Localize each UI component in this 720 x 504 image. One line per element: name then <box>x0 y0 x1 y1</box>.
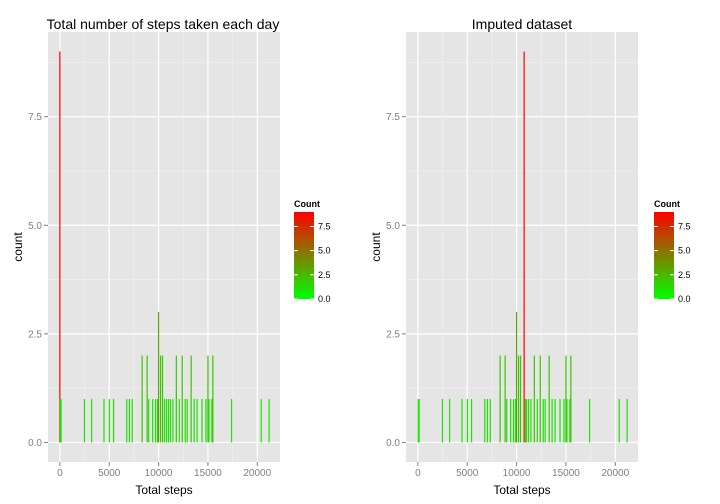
legend-tick-label: 7.5 <box>678 222 691 232</box>
x-tick-label: 15000 <box>194 468 222 479</box>
plot-title-left: Total number of steps taken each day <box>47 16 280 32</box>
bars-right <box>417 51 628 443</box>
legend-colorbar-right <box>654 212 674 299</box>
legend-ticks-left: 0.0 2.5 5.0 7.5 <box>294 222 331 304</box>
y-axis-title-right: count <box>369 232 383 262</box>
legend-left: Count 0.0 2.5 5.0 7.5 <box>294 199 331 304</box>
legend-tick-label: 2.5 <box>678 270 691 280</box>
legend-tick-label: 0.0 <box>318 294 331 304</box>
legend-tick-label: 7.5 <box>318 222 331 232</box>
y-tick-label: 7.5 <box>28 112 42 123</box>
x-axis-title-right: Total steps <box>493 483 550 497</box>
legend-right: Count 0.0 2.5 5.0 7.5 <box>654 199 691 304</box>
legend-tick-label: 2.5 <box>318 270 331 280</box>
y-tick-labels-left: 0.0 2.5 5.0 7.5 <box>28 112 48 449</box>
y-tick-label: 0.0 <box>28 438 42 449</box>
legend-ticks-right: 0.0 2.5 5.0 7.5 <box>654 222 691 304</box>
y-tick-label: 5.0 <box>28 221 42 232</box>
plot-background-right <box>406 32 638 462</box>
legend-tick-label: 5.0 <box>318 246 331 256</box>
panel-right: 0.0 2.5 5.0 7.5 0 5000 10000 15000 20000 Impute… <box>369 16 691 497</box>
y-tick-label: 0.0 <box>386 438 400 449</box>
x-tick-label: 5000 <box>98 468 121 479</box>
x-tick-label: 0 <box>57 468 63 479</box>
y-tick-label: 2.5 <box>28 329 42 340</box>
x-tick-label: 5000 <box>456 468 479 479</box>
x-tick-labels-left: 0 5000 10000 15000 20000 <box>57 462 272 479</box>
legend-title-left: Count <box>294 199 320 209</box>
x-tick-labels-right: 0 5000 10000 15000 20000 <box>415 462 630 479</box>
plot-background-left <box>48 32 280 462</box>
gridlines-right <box>406 32 638 462</box>
y-tick-label: 7.5 <box>386 112 400 123</box>
x-tick-label: 10000 <box>503 468 531 479</box>
y-tick-label: 5.0 <box>386 221 400 232</box>
panel-left: 0.0 2.5 5.0 7.5 0 5000 10000 15000 20000 Total … <box>11 16 331 497</box>
x-tick-label: 15000 <box>552 468 580 479</box>
y-tick-label: 2.5 <box>386 329 400 340</box>
y-tick-labels-right: 0.0 2.5 5.0 7.5 <box>386 112 406 449</box>
y-axis-title-left: count <box>11 232 25 262</box>
legend-colorbar-left <box>294 212 314 299</box>
x-axis-title-left: Total steps <box>135 483 192 497</box>
legend-title-right: Count <box>654 199 680 209</box>
legend-tick-label: 5.0 <box>678 246 691 256</box>
legend-tick-label: 0.0 <box>678 294 691 304</box>
x-tick-label: 20000 <box>243 468 271 479</box>
plot-title-right: Imputed dataset <box>472 16 573 32</box>
x-tick-label: 10000 <box>145 468 173 479</box>
x-tick-label: 0 <box>415 468 421 479</box>
x-tick-label: 20000 <box>601 468 629 479</box>
bars-left <box>59 51 270 443</box>
gridlines-left <box>48 32 280 462</box>
